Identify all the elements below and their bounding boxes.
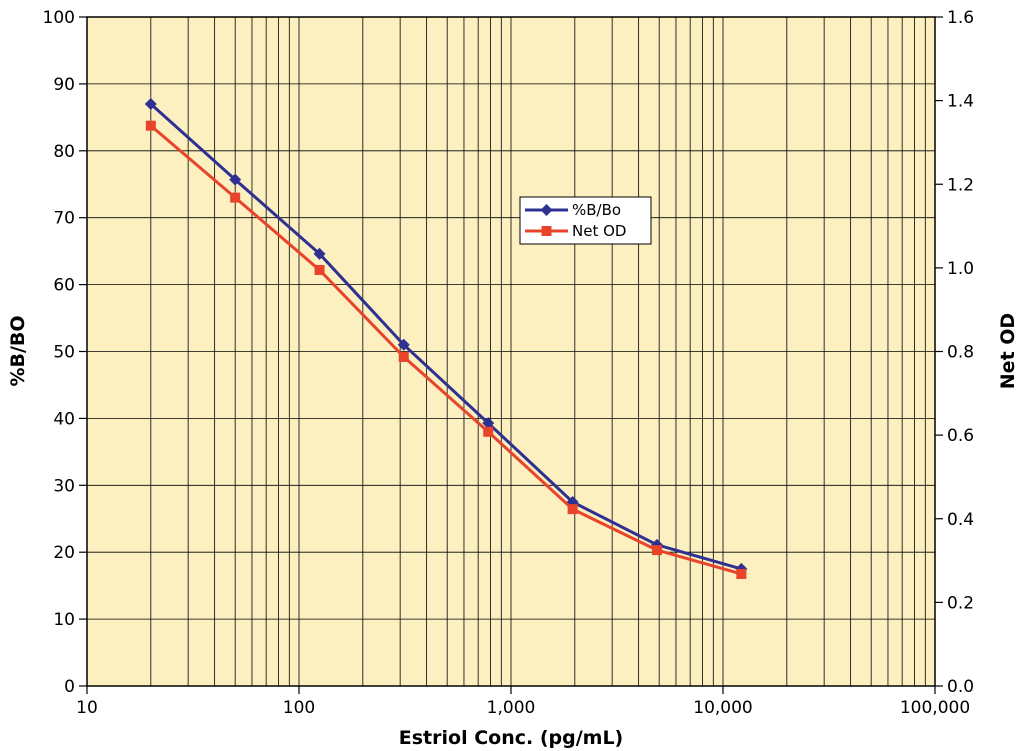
- y-left-tick-label: 100: [43, 8, 75, 28]
- x-tick-label: 10: [76, 698, 98, 718]
- y-left-tick-label: 0: [64, 677, 75, 697]
- y-right-tick-label: 1.6: [947, 8, 974, 28]
- y-left-tick-label: 80: [53, 142, 75, 162]
- legend-box: [519, 196, 652, 245]
- grid: [87, 17, 935, 686]
- series-line-bbo: [149, 102, 742, 571]
- axis-ticks: 01020304050607080901000.00.20.40.60.81.0…: [43, 8, 975, 718]
- y-right-tick-label: 0.6: [947, 426, 974, 446]
- y-left-tick-label: 10: [53, 610, 75, 630]
- data-point-bbo: [482, 417, 495, 430]
- series-layer: [144, 97, 748, 579]
- data-point-net-od: [230, 192, 241, 203]
- data-point-net-od: [736, 568, 747, 579]
- y-left-tick-label: 70: [53, 209, 75, 229]
- data-point-net-od: [145, 120, 156, 131]
- legend-label-netod: Net OD: [572, 222, 626, 240]
- legend-label-bbo: %B/Bo: [572, 201, 621, 219]
- data-point-bbo: [313, 247, 326, 260]
- data-point-net-od: [398, 351, 409, 362]
- data-point-bbo: [144, 97, 157, 110]
- y-right-tick-label: 1.4: [947, 92, 974, 112]
- data-point-bbo: [229, 173, 242, 186]
- y-left-tick-label: 50: [53, 343, 75, 363]
- data-point-net-od: [567, 504, 578, 515]
- y-axis-right-title: Net OD: [997, 313, 1019, 389]
- data-point-bbo: [397, 338, 410, 351]
- x-axis-title: Estriol Conc. (pg/mL): [399, 727, 623, 749]
- y-left-tick-label: 30: [53, 476, 75, 496]
- legend: %B/Bo Net OD: [519, 196, 652, 245]
- y-right-tick-label: 1.2: [947, 175, 974, 195]
- legend-marker-bbo: [540, 204, 553, 216]
- y-right-tick-label: 1.0: [947, 259, 974, 279]
- y-axis-left-title: %B/BO: [7, 315, 29, 386]
- x-tick-label: 1,000: [487, 698, 536, 718]
- y-left-tick-label: 20: [53, 543, 75, 563]
- y-left-tick-label: 40: [53, 409, 75, 429]
- y-right-tick-label: 0.4: [947, 510, 974, 530]
- y-right-tick-label: 0.8: [947, 343, 974, 363]
- y-left-tick-label: 60: [53, 276, 75, 296]
- legend-marker-netod: [541, 226, 552, 236]
- x-tick-label: 10,000: [693, 698, 752, 718]
- y-right-tick-label: 0.0: [947, 677, 974, 697]
- x-tick-label: 100: [283, 698, 315, 718]
- y-left-tick-label: 90: [53, 75, 75, 95]
- data-point-net-od: [652, 545, 663, 556]
- data-point-net-od: [314, 264, 325, 275]
- data-point-net-od: [483, 426, 494, 437]
- y-right-tick-label: 0.2: [947, 593, 974, 613]
- series-line-net-od: [149, 124, 742, 576]
- x-tick-label: 100,000: [900, 698, 970, 718]
